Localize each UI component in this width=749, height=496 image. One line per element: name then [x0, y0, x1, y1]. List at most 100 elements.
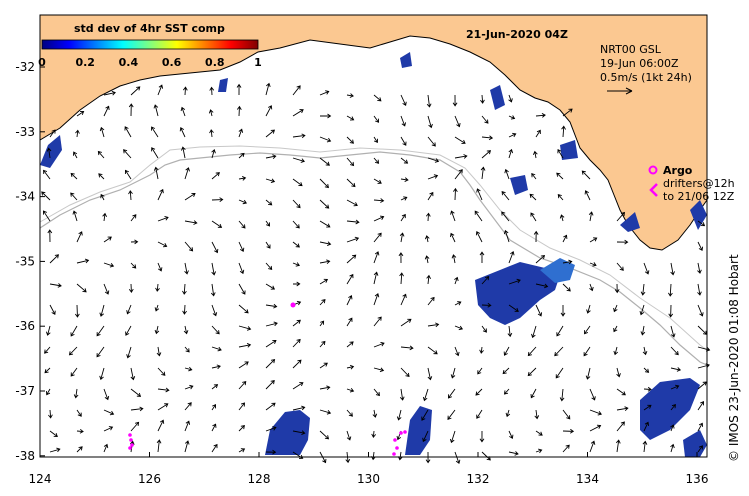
current-arrow	[697, 422, 704, 432]
current-arrow	[532, 150, 538, 159]
current-arrow	[371, 430, 377, 438]
current-arrow	[292, 199, 301, 209]
current-arrow	[640, 283, 646, 296]
current-arrow	[697, 283, 702, 296]
current-arrow	[643, 421, 650, 432]
current-arrow	[211, 346, 222, 352]
current-arrow	[130, 388, 142, 397]
current-arrow	[265, 402, 276, 411]
current-arrow	[697, 304, 704, 317]
current-arrow	[292, 109, 304, 117]
current-arrow	[75, 129, 80, 138]
current-arrow	[124, 169, 132, 180]
current-arrow	[346, 295, 353, 306]
current-arrow	[535, 129, 541, 138]
date-title: 21-Jun-2020 04Z	[466, 28, 568, 41]
y-tick-label: -34	[15, 190, 35, 204]
current-arrow	[613, 325, 618, 333]
current-arrow	[535, 283, 549, 289]
current-arrow	[508, 430, 514, 439]
current-arrow	[427, 346, 438, 355]
current-arrow	[128, 103, 134, 117]
current-arrow	[157, 241, 168, 248]
current-arrow	[424, 235, 430, 243]
current-arrow	[126, 346, 132, 359]
current-arrow	[103, 262, 115, 268]
current-arrow	[476, 188, 483, 201]
current-arrow	[49, 447, 61, 453]
current-arrow	[238, 380, 247, 390]
current-arrow	[49, 283, 62, 288]
current-arrow	[96, 346, 105, 358]
current-arrow	[211, 384, 219, 390]
current-arrow	[427, 322, 440, 328]
current-arrow	[238, 342, 252, 348]
current-arrow	[125, 325, 132, 336]
current-arrow	[265, 426, 277, 432]
current-arrow	[179, 127, 186, 138]
current-arrow	[373, 251, 380, 264]
current-arrow	[265, 154, 277, 159]
current-arrow	[615, 439, 621, 453]
current-arrow	[70, 325, 78, 337]
current-arrow	[157, 419, 165, 432]
current-arrow	[474, 210, 483, 222]
current-arrow	[481, 302, 492, 308]
current-arrow	[151, 147, 159, 159]
current-arrow	[530, 388, 537, 399]
current-arrow	[209, 129, 214, 138]
current-arrow	[238, 128, 244, 138]
current-arrow	[479, 346, 484, 354]
colorbar-tick-label: 0.4	[119, 56, 139, 69]
current-arrow	[211, 404, 216, 411]
current-arrow	[400, 94, 407, 107]
current-arrow	[319, 340, 326, 348]
current-arrow	[427, 367, 433, 381]
current-arrow	[400, 345, 414, 351]
current-arrow	[373, 215, 385, 222]
current-arrow	[427, 174, 439, 180]
current-arrow	[668, 304, 674, 318]
current-arrow	[586, 304, 591, 314]
current-arrow	[373, 232, 382, 243]
current-arrow	[373, 271, 379, 285]
current-arrow	[238, 325, 252, 331]
current-arrow	[427, 296, 435, 306]
current-arrow	[670, 443, 675, 453]
current-arrow	[265, 129, 276, 138]
current-arrow	[76, 428, 84, 434]
current-arrow	[480, 166, 486, 180]
current-arrow	[126, 304, 132, 315]
current-arrow	[616, 367, 621, 378]
current-arrow	[557, 148, 564, 159]
current-arrow	[556, 172, 564, 180]
model-time: 19-Jun 06:00Z	[600, 57, 679, 70]
current-arrow	[642, 440, 648, 453]
current-arrow	[292, 178, 303, 187]
current-arrow	[292, 85, 301, 96]
current-arrow	[319, 157, 330, 166]
scale-label: 0.5m/s (1kt 24h)	[600, 71, 692, 84]
current-arrow	[453, 187, 458, 201]
current-arrow	[292, 430, 306, 436]
current-arrow	[447, 388, 456, 399]
current-arrow	[508, 251, 515, 264]
current-arrow	[211, 364, 221, 370]
x-tick-label: 124	[29, 472, 52, 486]
current-arrow	[238, 241, 245, 253]
colorbar-tick-label: 0	[38, 56, 46, 69]
current-arrow	[319, 90, 330, 96]
current-arrow	[454, 136, 466, 144]
x-tick-label: 136	[686, 472, 709, 486]
current-arrow	[346, 254, 357, 264]
current-arrow	[697, 220, 706, 227]
current-arrow	[184, 346, 190, 353]
current-arrow	[422, 430, 429, 443]
current-arrow	[508, 115, 516, 120]
current-arrow	[44, 367, 51, 374]
current-arrow	[346, 199, 358, 207]
current-arrow	[184, 220, 198, 225]
current-arrow	[265, 178, 276, 184]
current-arrow	[454, 325, 464, 331]
current-arrow	[265, 321, 278, 327]
